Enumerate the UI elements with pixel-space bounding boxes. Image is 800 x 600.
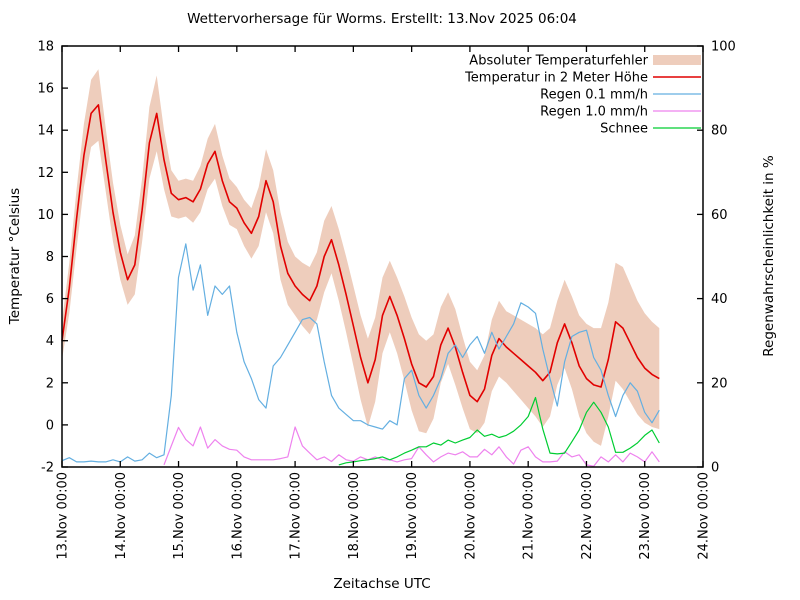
y-left-tick-label: 6 [46,292,54,307]
y-left-tick-label: 10 [37,208,54,223]
legend-label-regen-1-0-mm-h: Regen 1.0 mm/h [540,105,648,120]
y-left-tick-label: 8 [46,250,54,265]
x-tick-label: 16.Nov 00:00 [230,472,245,560]
x-tick-label: 22.Nov 00:00 [580,472,595,560]
y-right-tick-label: 20 [711,376,728,391]
y-left-tick-label: -2 [41,461,54,476]
error-band-layer [62,69,660,446]
y-right-tick-label: 80 [711,124,728,139]
y-left-axis-title: Temperatur °Celsius [7,188,23,325]
x-tick-label: 21.Nov 00:00 [522,472,537,560]
series-line-schnee [338,396,660,466]
legend: Absoluter Temperaturfehler Temperatur in … [464,54,701,137]
y-left-tick-label: 0 [46,418,54,433]
x-tick-label: 15.Nov 00:00 [172,472,187,560]
x-tick-label: 23.Nov 00:00 [638,472,653,560]
x-tick-label: 19.Nov 00:00 [405,472,420,560]
x-tick-label: 17.Nov 00:00 [289,472,304,560]
legend-label-schnee: Schnee [600,122,648,137]
x-tick-label: 24.Nov 00:00 [697,472,712,560]
legend-label-regen-0-1-mm-h: Regen 0.1 mm/h [540,88,648,103]
x-tick-label: 14.Nov 00:00 [114,472,129,560]
y-right-tick-label: 100 [711,40,736,55]
y-left-tick-label: 12 [37,166,54,181]
legend-label-temperatur-in-2-meter-h-he: Temperatur in 2 Meter Höhe [464,71,648,86]
y-left-tick-label: 18 [37,40,54,55]
x-tick-label: 18.Nov 00:00 [347,472,362,560]
y-left-tick-label: 4 [46,334,54,349]
legend-label-absoluter-temperaturfehler: Absoluter Temperaturfehler [469,54,648,69]
chart-title: Wettervorhersage für Worms. Erstellt: 13… [187,11,577,27]
series-line-regen-1-0-mm-h [163,426,660,467]
y-right-tick-label: 40 [711,292,728,307]
series-layer [61,104,660,467]
axis-ticks: 13.Nov 00:00 14.Nov 00:00 15.Nov 00:00 16.N… [37,40,735,560]
legend-swatch-band [653,55,701,65]
x-axis-title: Zeitachse UTC [333,576,430,592]
series-line-regen-0-1-mm-h [61,243,660,463]
y-left-tick-label: 16 [37,82,54,97]
series-band-absoluter-temperaturfehler [62,69,660,446]
y-left-tick-label: 2 [46,376,54,391]
y-left-tick-label: 14 [37,124,54,139]
y-right-tick-label: 60 [711,208,728,223]
x-tick-label: 20.Nov 00:00 [463,472,478,560]
x-tick-label: 13.Nov 00:00 [56,472,71,560]
series-line-temperatur-in-2-meter-h-he [61,104,660,403]
y-right-tick-label: 0 [711,461,719,476]
y-right-axis-title: Regenwahrscheinlichkeit in % [761,155,777,357]
